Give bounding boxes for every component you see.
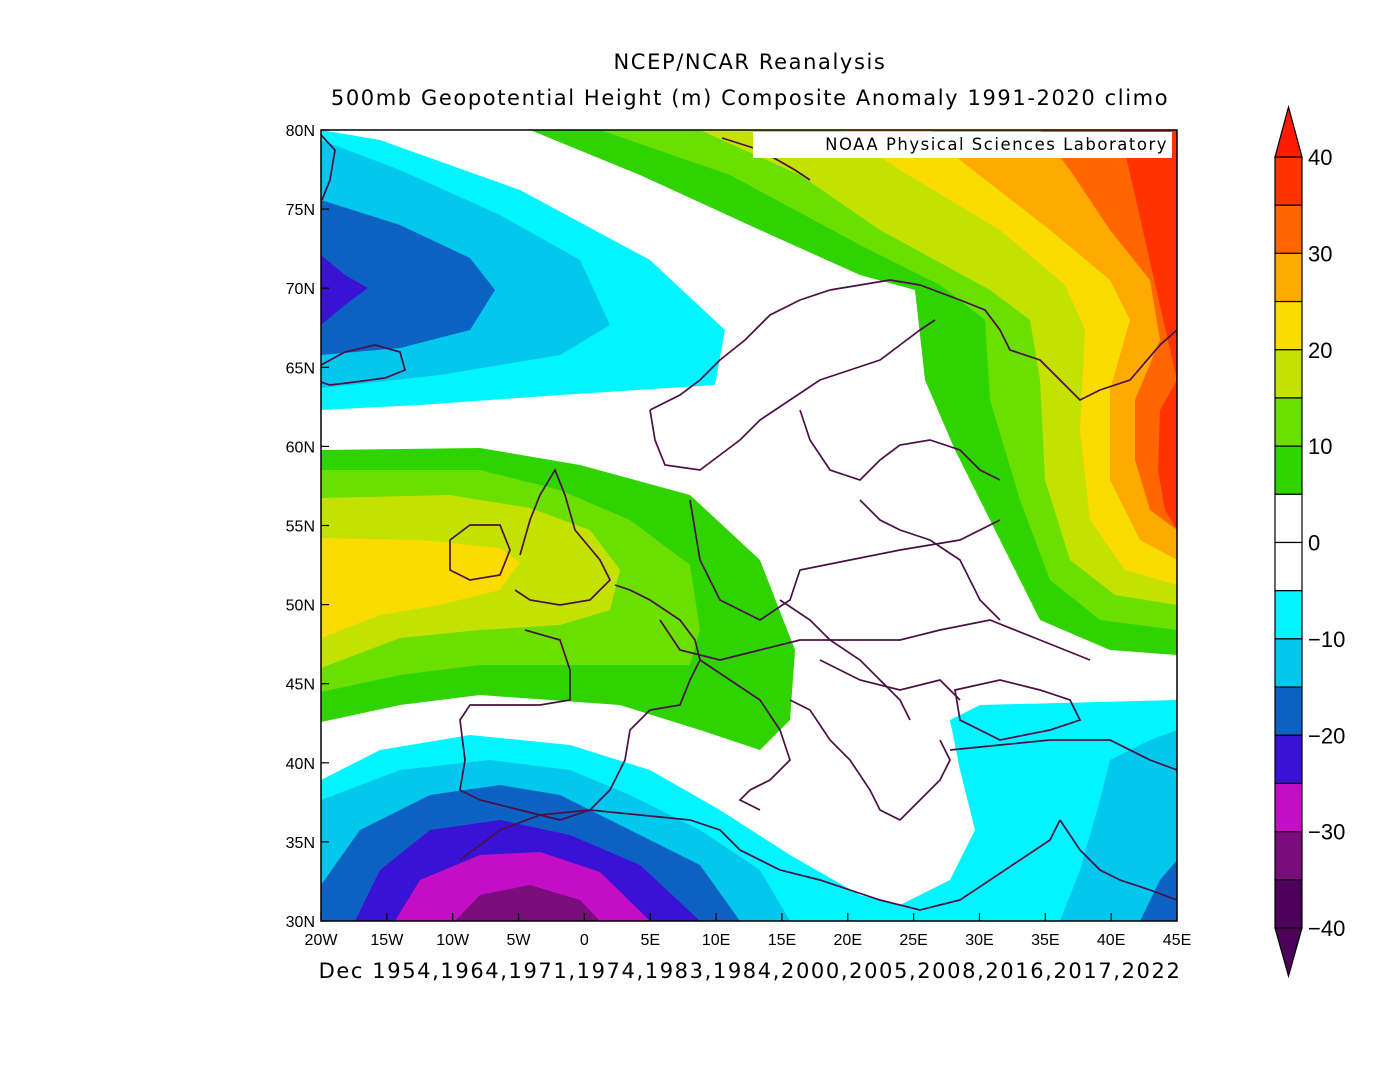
colorbar-label: 0: [1308, 531, 1320, 556]
colorbar: 40 30 20 10 0 −10 −20 −30 −40: [1274, 104, 1345, 979]
border-europe-3: [819, 659, 961, 701]
credit-label: NOAA Physical Sciences Laboratory: [753, 132, 1172, 158]
lat-tick-label: 35N: [286, 835, 315, 852]
border-mideast: [1059, 819, 1177, 901]
coastline-layer: [321, 134, 1177, 911]
colorbar-label: 20: [1308, 338, 1332, 363]
colorbar-segment: [1274, 397, 1303, 447]
colorbar-segment: [1274, 349, 1303, 399]
coast-france-iberia: [459, 584, 701, 821]
colorbar-segment: [1274, 734, 1303, 785]
fill-pos-30-ne: [1040, 130, 1177, 530]
colorbar-segment: [1274, 638, 1303, 688]
colorbar-segment: [1274, 541, 1303, 592]
lon-tick-label: 40E: [1097, 932, 1125, 949]
lat-tick-label: 60N: [286, 439, 315, 456]
coast-balkans: [789, 699, 951, 822]
colorbar-min-arrow: [1274, 927, 1303, 979]
coast-iceland: [321, 344, 407, 386]
fill-neg-10-se: [1060, 730, 1177, 921]
colorbar-label: −40: [1308, 916, 1345, 941]
coast-ireland: [449, 524, 511, 581]
coast-britain: [514, 468, 612, 606]
lon-tick-label: 20E: [834, 932, 862, 949]
coast-black-sea: [954, 679, 1082, 741]
fill-neg-30-sw: [455, 885, 600, 921]
coast-north-africa: [459, 809, 1061, 911]
colorbar-segment: [1274, 156, 1303, 206]
colorbar-segment: [1274, 204, 1303, 254]
lat-tick-label: 50N: [286, 598, 315, 615]
lon-tick-label: 30E: [965, 932, 993, 949]
fill-pos-35-ne: [1120, 130, 1177, 530]
colorbar-label: −10: [1308, 627, 1345, 652]
coast-greenland: [321, 134, 336, 201]
coast-italy: [699, 659, 791, 811]
lon-tick-label: 5W: [507, 932, 532, 949]
lon-tick-label: 15E: [768, 932, 796, 949]
lon-tick-label: 15W: [370, 932, 404, 949]
lat-tick-label: 75N: [286, 202, 315, 219]
colorbar-label: −20: [1308, 723, 1345, 748]
border-europe-4: [779, 599, 911, 721]
lon-tick-label: 10W: [436, 932, 470, 949]
coast-norway-south: [649, 319, 936, 471]
lon-tick-label: 5E: [640, 932, 660, 949]
figure-title: NCEP/NCAR Reanalysis: [613, 50, 887, 74]
latitude-axis: 30N 35N 40N 45N 50N 55N 60N 65N 70N 75N 80N: [286, 123, 329, 931]
lon-tick-label: 25E: [899, 932, 927, 949]
colorbar-max-arrow: [1274, 104, 1303, 158]
coast-baltic: [799, 409, 1001, 481]
coast-anatolia: [949, 739, 1177, 771]
anomaly-fill-layer: [321, 130, 1177, 921]
colorbar-label: −30: [1308, 820, 1345, 845]
longitude-axis: 20W 15W 10W 5W 0 5E 10E 15E 20E 25E 30E 35E 40E 45E: [305, 913, 1191, 949]
colorbar-label: 40: [1308, 145, 1332, 170]
colorbar-segment: [1274, 879, 1303, 929]
coast-scandinavia: [649, 279, 1177, 411]
fill-neg-15-se: [1140, 860, 1177, 921]
lon-tick-label: 0: [580, 932, 589, 949]
fill-pos-20-w: [321, 538, 520, 638]
figure-subtitle: 500mb Geopotential Height (m) Composite …: [330, 86, 1170, 110]
lat-tick-label: 30N: [286, 914, 315, 931]
fill-neg-15: [321, 200, 495, 355]
lat-tick-label: 65N: [286, 360, 315, 377]
composite-years-caption: Dec 1954,1964,1971,1974,1983,1984,2000,2…: [318, 959, 1182, 983]
lon-tick-label: 10E: [702, 932, 730, 949]
lat-tick-label: 80N: [286, 123, 315, 140]
border-europe-5: [859, 499, 1001, 621]
fill-pos-25-ne: [930, 130, 1177, 560]
lat-tick-label: 55N: [286, 519, 315, 536]
colorbar-segment: [1274, 445, 1303, 495]
lon-tick-label: 35E: [1031, 932, 1059, 949]
colorbar-label: 30: [1308, 241, 1332, 266]
colorbar-segment: [1274, 493, 1303, 544]
colorbar-segment: [1274, 782, 1303, 833]
lat-tick-label: 40N: [286, 756, 315, 773]
lat-tick-label: 70N: [286, 281, 315, 298]
lon-tick-label: 20W: [305, 932, 339, 949]
colorbar-segment: [1274, 686, 1303, 736]
border-europe-2: [659, 619, 1091, 661]
colorbar-segment: [1274, 300, 1303, 351]
colorbar-label: 10: [1308, 434, 1332, 459]
colorbar-segment: [1274, 831, 1303, 881]
colorbar-segment: [1274, 590, 1303, 640]
colorbar-segment: [1274, 252, 1303, 303]
lon-tick-label: 45E: [1163, 932, 1191, 949]
lat-tick-label: 45N: [286, 677, 315, 694]
fill-neg-20: [321, 255, 368, 325]
coast-svalbard: [721, 137, 811, 181]
border-europe-1: [689, 499, 1001, 621]
